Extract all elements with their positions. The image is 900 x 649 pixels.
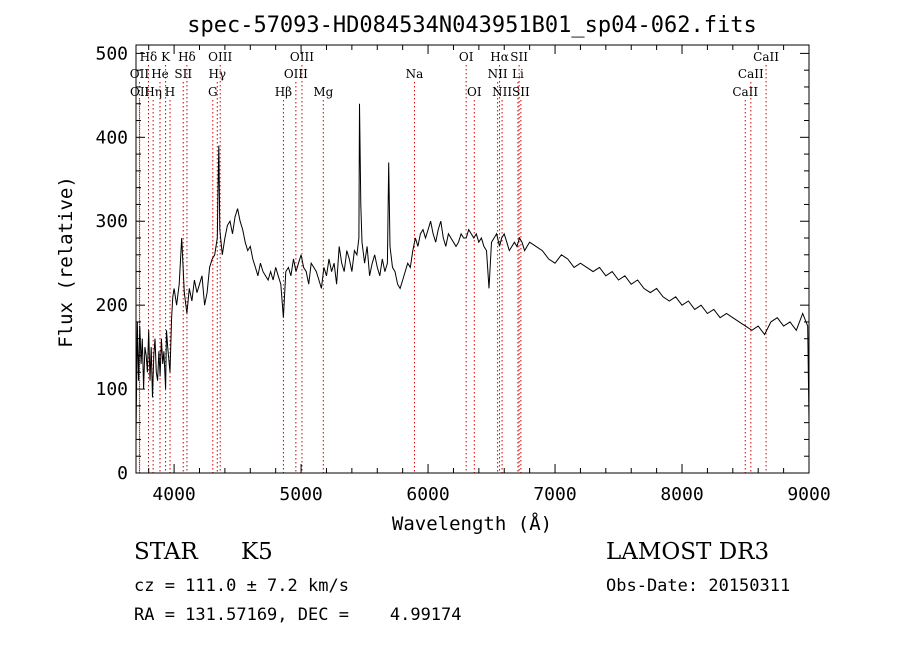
object-subclass: K5 [241,539,273,565]
spectral-line-label: Hα [490,50,509,64]
spectral-line-label: CaII [753,50,779,64]
spectral-line-label: OII [130,67,150,81]
observation-date: Obs-Date: 20150311 [606,576,790,596]
spectral-line-label: SII [174,67,192,81]
spectral-line-label: SII [510,50,528,64]
y-tick-label: 400 [95,127,128,148]
y-tick-label: 100 [95,379,128,400]
spectral-line-label: Li [512,67,524,81]
spectral-line-label: OI [467,85,482,99]
spectral-line-label: NII [492,85,512,99]
spectral-line-label: Hη [144,85,162,99]
y-axis-ticks: 0 100 200 300 400 500 [95,43,809,484]
spectral-line-label: Hδ [178,50,196,64]
x-axis-label: Wavelength (Å) [392,512,552,535]
spectral-line-label: Mg [313,85,333,99]
chart-title: spec-57093-HD084534N043951B01_sp04-062.f… [187,13,757,38]
y-tick-label: 0 [117,463,128,484]
spectral-line-label: OIII [290,50,314,64]
x-axis-ticks: 4000 5000 6000 7000 8000 9000 [148,45,831,505]
spectral-line-label: OIII [284,67,308,81]
spectral-line-label: NII [488,67,508,81]
y-tick-label: 300 [95,211,128,232]
y-tick-label: 500 [95,43,128,64]
spectral-line-label: Hβ [275,85,292,99]
x-tick-label: 9000 [787,484,830,505]
spectral-line-label: OI [459,50,474,64]
spectral-line-label: Hγ [208,67,226,81]
y-tick-label: 200 [95,295,128,316]
x-tick-label: 4000 [152,484,195,505]
spectral-line-label: OIII [208,50,232,64]
spectral-line-label: Hδ [140,50,158,64]
x-tick-label: 8000 [660,484,703,505]
spectral-line-label: Na [406,67,424,81]
redshift-cz: cz = 111.0 ± 7.2 km/s [134,576,349,596]
coordinates: RA = 131.57169, DEC = 4.99174 [134,605,462,625]
x-tick-label: 6000 [406,484,449,505]
y-axis-label: Flux (relative) [55,176,77,348]
spectral-line-label: He [151,67,169,81]
x-tick-label: 7000 [533,484,576,505]
spectral-line-markers [138,65,767,473]
plot-frame [135,44,810,474]
spectral-line-label: OII [130,85,150,99]
spectral-line-label: K [161,50,171,64]
survey-name: LAMOST DR3 [606,539,769,565]
spectral-line-label: SII [512,85,530,99]
spectral-line-label: CaII [732,85,758,99]
spectral-line-label: G [208,85,218,99]
spectral-line-label: H [165,85,175,99]
object-class: STAR [134,539,198,565]
flux-series-line [135,103,810,440]
spectral-line-label: CaII [738,67,764,81]
x-tick-label: 5000 [279,484,322,505]
